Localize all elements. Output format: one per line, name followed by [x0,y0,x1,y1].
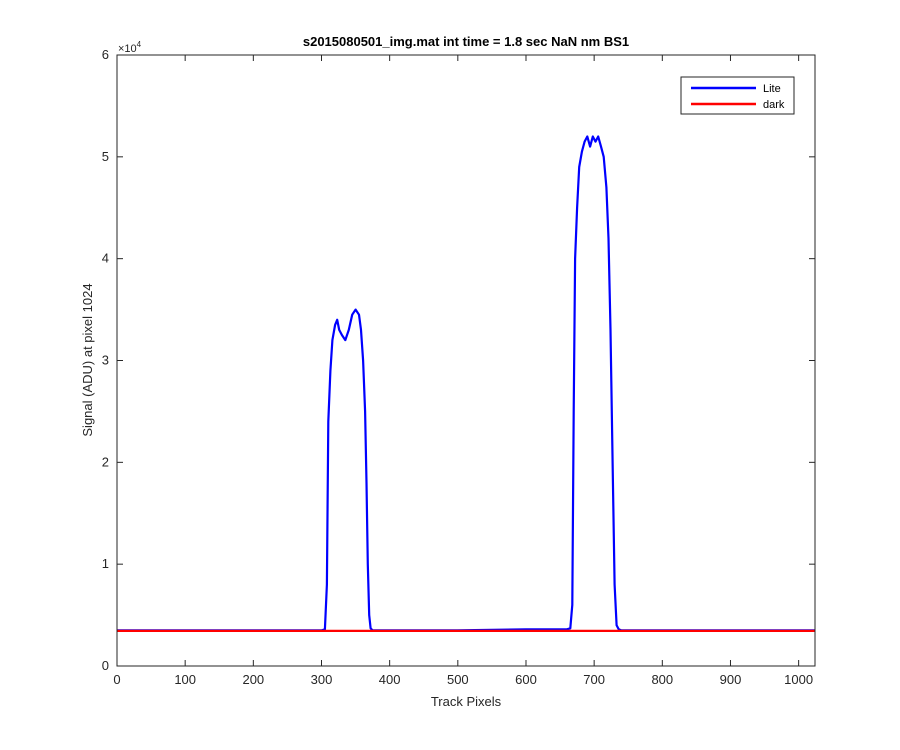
y-tick-label-3: 3 [102,353,109,368]
x-tick-label-2: 200 [242,672,264,687]
series-layer [117,135,815,633]
y-axis-label: Signal (ADU) at pixel 1024 [80,283,95,436]
y-tick-label-5: 5 [102,149,109,164]
x-tick-label-3: 300 [311,672,333,687]
x-tick-label-10: 1000 [784,672,813,687]
x-tick-label-9: 900 [720,672,742,687]
y-tick-label-2: 2 [102,454,109,469]
y-tick-label-6: 6 [102,47,109,62]
x-tick-label-8: 800 [651,672,673,687]
chart-title: s2015080501_img.mat int time = 1.8 sec N… [303,34,629,49]
plot-frame [116,54,816,667]
y-tick-label-1: 1 [102,556,109,571]
legend-label-dark: dark [763,99,785,111]
y-exponent-label: ×104 [118,40,142,55]
legend: Lite dark [680,76,795,115]
legend-label-lite: Lite [763,83,781,95]
x-tick-label-5: 500 [447,672,469,687]
plot-area [117,55,815,666]
x-tick-label-4: 400 [379,672,401,687]
y-tick-label-0: 0 [102,658,109,673]
ticks-layer: 0 100 200 300 400 500 600 700 800 900 1000 0 1 2 3 4 5 6 [102,47,815,687]
x-tick-label-7: 700 [583,672,605,687]
series-line-lite [117,135,815,632]
y-exponent-base: ×10 [118,43,137,55]
x-axis-label: Track Pixels [431,694,502,709]
x-tick-label-0: 0 [113,672,120,687]
y-tick-label-4: 4 [102,251,109,266]
y-exponent-power: 4 [137,40,142,49]
x-tick-label-1: 100 [174,672,196,687]
x-tick-label-6: 600 [515,672,537,687]
legend-box [680,76,795,115]
